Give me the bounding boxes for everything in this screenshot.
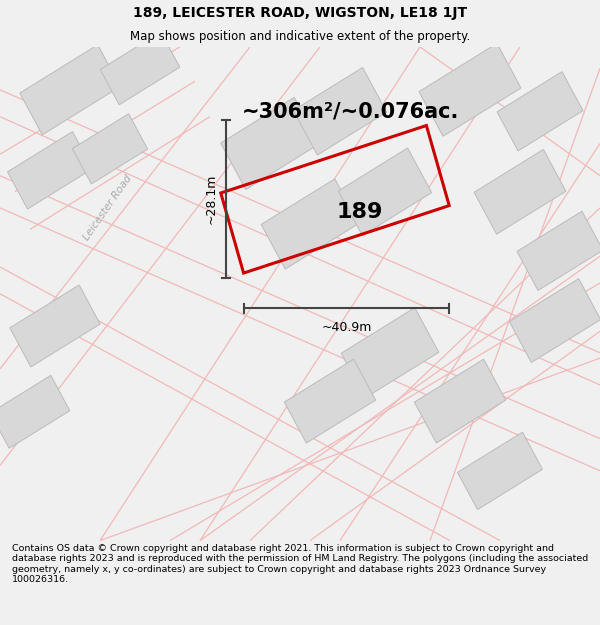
Polygon shape xyxy=(261,179,359,269)
Text: 189, LEICESTER ROAD, WIGSTON, LE18 1JT: 189, LEICESTER ROAD, WIGSTON, LE18 1JT xyxy=(133,6,467,20)
Polygon shape xyxy=(20,45,120,135)
Polygon shape xyxy=(458,432,542,509)
Text: ~306m²/~0.076ac.: ~306m²/~0.076ac. xyxy=(241,101,458,121)
Text: 189: 189 xyxy=(337,202,383,222)
Polygon shape xyxy=(415,359,506,443)
Polygon shape xyxy=(284,359,376,443)
Polygon shape xyxy=(10,285,100,367)
Polygon shape xyxy=(100,32,180,105)
Polygon shape xyxy=(338,148,431,236)
Polygon shape xyxy=(341,308,439,398)
Polygon shape xyxy=(73,114,148,184)
Text: Map shows position and indicative extent of the property.: Map shows position and indicative extent… xyxy=(130,30,470,43)
Polygon shape xyxy=(419,43,521,136)
Polygon shape xyxy=(221,98,319,189)
Polygon shape xyxy=(8,132,92,209)
Polygon shape xyxy=(474,149,566,234)
Text: ~28.1m: ~28.1m xyxy=(205,174,218,224)
Polygon shape xyxy=(293,68,386,155)
Text: Contains OS data © Crown copyright and database right 2021. This information is : Contains OS data © Crown copyright and d… xyxy=(12,544,588,584)
Text: Leicester Road: Leicester Road xyxy=(82,173,134,242)
Text: ~40.9m: ~40.9m xyxy=(321,321,371,334)
Polygon shape xyxy=(497,72,583,151)
Polygon shape xyxy=(509,279,600,362)
Polygon shape xyxy=(0,376,70,448)
Polygon shape xyxy=(517,211,600,291)
